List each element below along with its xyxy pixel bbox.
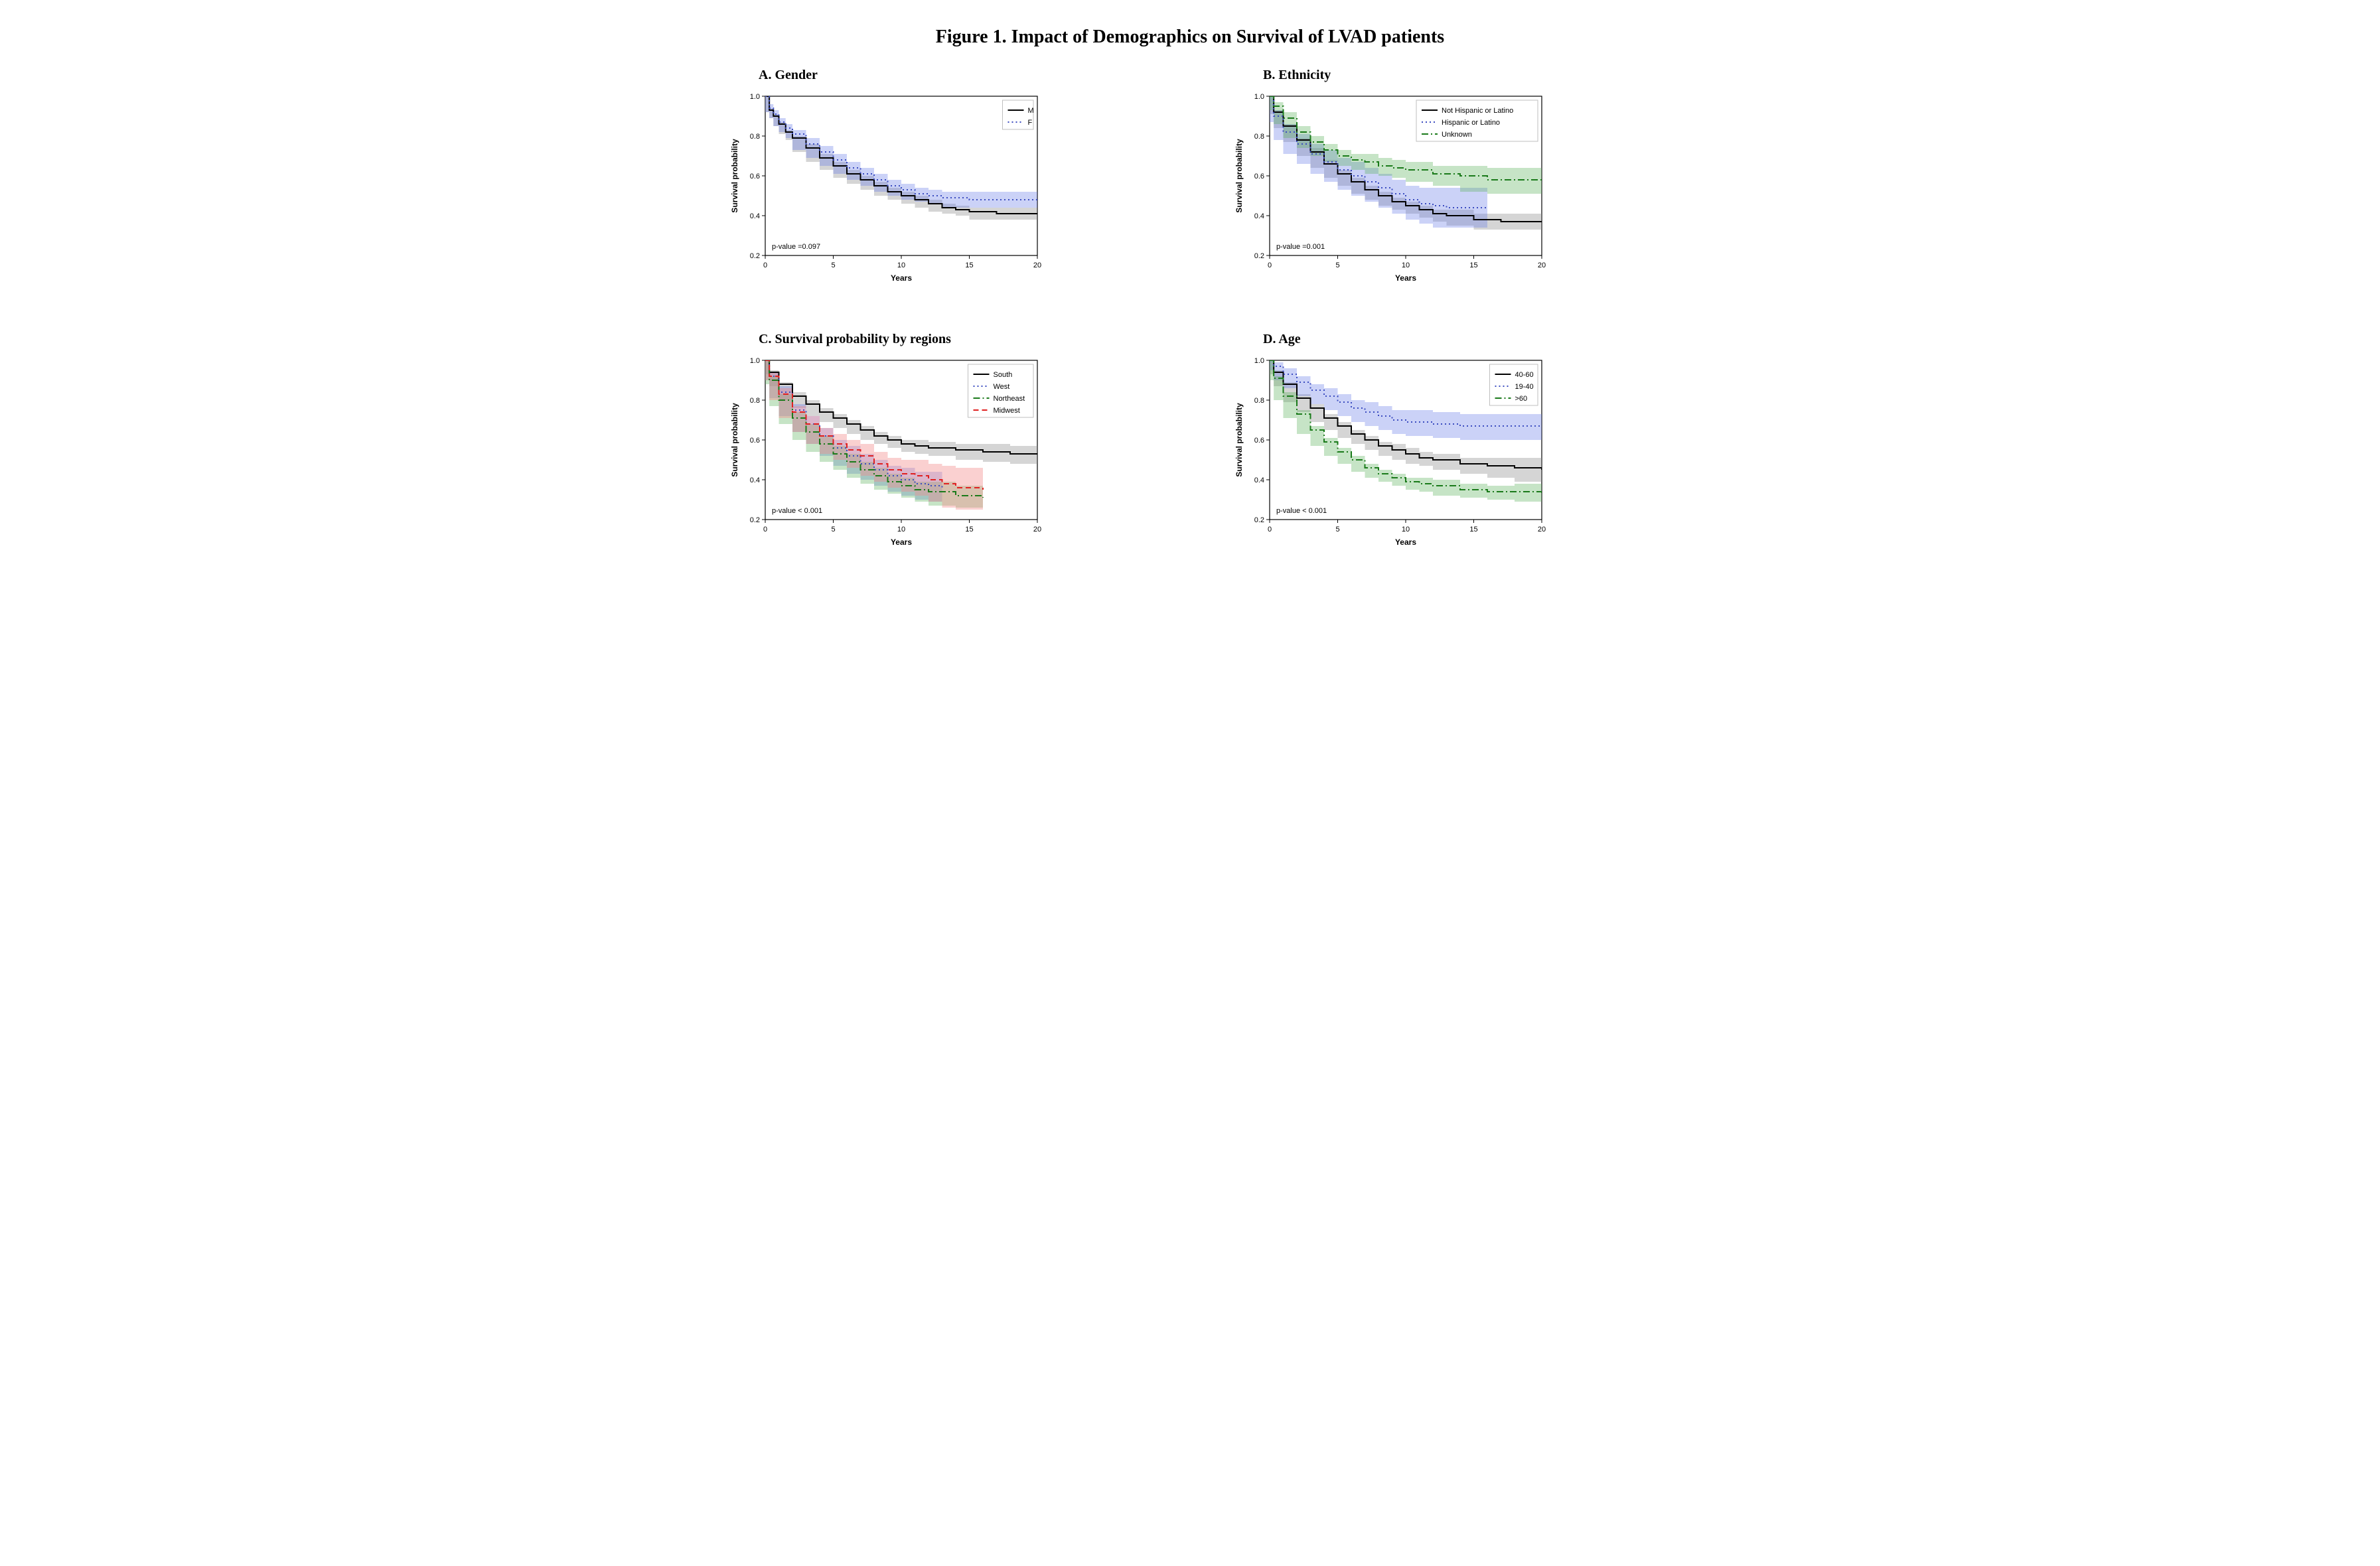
svg-text:0.4: 0.4: [750, 212, 760, 220]
svg-text:0.4: 0.4: [1254, 476, 1264, 484]
legend: 40-60 19-40 >60: [1490, 364, 1538, 405]
svg-text:0.2: 0.2: [750, 516, 760, 524]
svg-text:0.4: 0.4: [750, 476, 760, 484]
svg-text:0.4: 0.4: [1254, 212, 1264, 220]
survival-chart-C: 0 5 10 15 20 0.2 0.4 0.6 0.8 1.0 Years Survival pro…: [725, 354, 1044, 553]
svg-text:15: 15: [965, 526, 973, 534]
svg-text:Midwest: Midwest: [994, 407, 1020, 415]
survival-chart-D: 0 5 10 15 20 0.2 0.4 0.6 0.8 1.0 Years Survival pro…: [1230, 354, 1548, 553]
panel-grid: A. Gender 0 5 10 15 20 0.2 0.4 0.6 0.8 1.0 Years Su…: [725, 68, 1655, 556]
panel-a-title: A. Gender: [759, 68, 1150, 83]
svg-text:0.2: 0.2: [1254, 516, 1264, 524]
pvalue-text: p-value < 0.001: [1276, 507, 1327, 515]
survival-chart-A: 0 5 10 15 20 0.2 0.4 0.6 0.8 1.0 Years Survival pro…: [725, 90, 1044, 289]
svg-text:20: 20: [1033, 261, 1041, 269]
panel-d: D. Age 0 5 10 15 20 0.2 0.4 0.6 0.8 1.0 Years Survi…: [1230, 332, 1655, 556]
svg-text:0: 0: [1268, 526, 1272, 534]
svg-text:20: 20: [1538, 261, 1546, 269]
svg-text:0.8: 0.8: [750, 133, 760, 141]
svg-text:10: 10: [1402, 526, 1410, 534]
svg-text:M: M: [1028, 107, 1034, 115]
svg-text:0.8: 0.8: [1254, 397, 1264, 405]
svg-text:0: 0: [763, 261, 767, 269]
svg-text:Years: Years: [891, 537, 912, 547]
svg-text:5: 5: [831, 526, 835, 534]
svg-text:Hispanic or Latino: Hispanic or Latino: [1442, 119, 1500, 127]
svg-text:19-40: 19-40: [1515, 383, 1534, 391]
svg-text:15: 15: [1469, 526, 1477, 534]
svg-text:10: 10: [897, 261, 905, 269]
svg-text:10: 10: [897, 526, 905, 534]
chart-c: 0 5 10 15 20 0.2 0.4 0.6 0.8 1.0 Years Survival pro…: [725, 354, 1150, 556]
svg-text:20: 20: [1538, 526, 1546, 534]
panel-d-title: D. Age: [1263, 332, 1655, 347]
svg-text:0: 0: [763, 526, 767, 534]
svg-text:0.2: 0.2: [1254, 252, 1264, 260]
panel-b-title: B. Ethnicity: [1263, 68, 1655, 83]
svg-text:South: South: [994, 371, 1013, 379]
svg-text:Years: Years: [891, 273, 912, 283]
legend: South West Northeast Midwest: [968, 364, 1034, 417]
svg-text:Not Hispanic or Latino: Not Hispanic or Latino: [1442, 107, 1513, 115]
survival-chart-B: 0 5 10 15 20 0.2 0.4 0.6 0.8 1.0 Years Survival pro…: [1230, 90, 1548, 289]
svg-text:Survival probability: Survival probability: [1234, 403, 1244, 477]
svg-text:0.2: 0.2: [750, 252, 760, 260]
svg-text:Years: Years: [1395, 273, 1416, 283]
svg-text:0.6: 0.6: [1254, 173, 1264, 180]
svg-text:Survival probability: Survival probability: [730, 139, 739, 213]
legend: Not Hispanic or Latino Hispanic or Latino…: [1416, 100, 1538, 141]
svg-text:15: 15: [1469, 261, 1477, 269]
svg-text:Survival probability: Survival probability: [730, 403, 739, 477]
panel-c-title: C. Survival probability by regions: [759, 332, 1150, 347]
svg-text:1.0: 1.0: [1254, 357, 1264, 365]
pvalue-text: p-value =0.097: [772, 243, 820, 251]
svg-text:Survival probability: Survival probability: [1234, 139, 1244, 213]
svg-text:>60: >60: [1515, 395, 1528, 403]
svg-text:West: West: [994, 383, 1010, 391]
svg-text:0.6: 0.6: [1254, 437, 1264, 445]
svg-text:5: 5: [1335, 526, 1339, 534]
svg-text:1.0: 1.0: [750, 93, 760, 101]
svg-text:0.6: 0.6: [750, 437, 760, 445]
svg-text:Northeast: Northeast: [994, 395, 1025, 403]
svg-text:1.0: 1.0: [1254, 93, 1264, 101]
svg-text:0.8: 0.8: [750, 397, 760, 405]
chart-d: 0 5 10 15 20 0.2 0.4 0.6 0.8 1.0 Years Survival pro…: [1230, 354, 1655, 556]
pvalue-text: p-value =0.001: [1276, 243, 1325, 251]
panel-a: A. Gender 0 5 10 15 20 0.2 0.4 0.6 0.8 1.0 Years Su…: [725, 68, 1150, 292]
panel-c: C. Survival probability by regions 0 5 10 1…: [725, 332, 1150, 556]
figure-title: Figure 1. Impact of Demographics on Surv…: [27, 27, 2353, 48]
svg-text:Unknown: Unknown: [1442, 131, 1472, 139]
ci-band-F: [765, 96, 1037, 208]
svg-text:0: 0: [1268, 261, 1272, 269]
svg-text:5: 5: [1335, 261, 1339, 269]
pvalue-text: p-value < 0.001: [772, 507, 822, 515]
panel-b: B. Ethnicity 0 5 10 15 20 0.2 0.4 0.6 0.8 1.0 Year…: [1230, 68, 1655, 292]
svg-text:0.6: 0.6: [750, 173, 760, 180]
svg-text:10: 10: [1402, 261, 1410, 269]
chart-a: 0 5 10 15 20 0.2 0.4 0.6 0.8 1.0 Years Survival pro…: [725, 90, 1150, 292]
svg-text:20: 20: [1033, 526, 1041, 534]
chart-b: 0 5 10 15 20 0.2 0.4 0.6 0.8 1.0 Years Survival pro…: [1230, 90, 1655, 292]
svg-text:15: 15: [965, 261, 973, 269]
legend: MF: [1003, 100, 1034, 129]
svg-text:1.0: 1.0: [750, 357, 760, 365]
svg-text:F: F: [1028, 119, 1033, 127]
svg-text:Years: Years: [1395, 537, 1416, 547]
svg-text:0.8: 0.8: [1254, 133, 1264, 141]
svg-text:5: 5: [831, 261, 835, 269]
svg-text:40-60: 40-60: [1515, 371, 1534, 379]
